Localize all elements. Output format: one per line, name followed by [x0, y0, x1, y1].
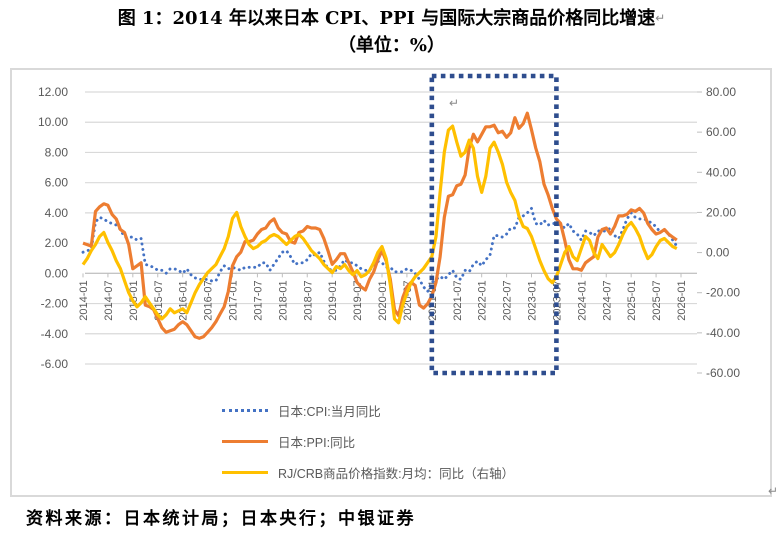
x-axis-tick-label: 2021-01	[427, 280, 439, 320]
left-axis-tick-label: 8.00	[45, 145, 69, 159]
x-axis-tick-label: 2022-07	[502, 280, 514, 320]
axis-labels: 12.00 10.00 8.00 6.00 4.00 2.00 0.00 -2.00 -4.00…	[38, 85, 740, 380]
line-break-mark-icon: ↵	[655, 11, 666, 25]
right-axis-tick-label: -40.00	[706, 326, 740, 340]
x-axis-tick-label: 2022-01	[477, 280, 489, 320]
x-axis-tick-label: 2017-07	[252, 280, 264, 320]
x-axis-tick-label: 2019-07	[352, 280, 364, 320]
x-axis-tick-label: 2014-01	[78, 280, 90, 320]
legend-item-ppi: 日本:PPI:同比	[222, 433, 514, 450]
chart-title-line2: （单位：%）	[337, 35, 446, 56]
x-axis-tick-label: 2017-01	[228, 280, 240, 320]
right-axis-tick-label: 20.00	[706, 205, 736, 219]
right-axis-tick-label: 40.00	[706, 165, 736, 179]
left-axis-tick-label: 10.00	[38, 115, 68, 129]
legend-label-ppi: 日本:PPI:同比	[278, 435, 356, 450]
x-axis-labels: 2014-01 2014-07 2015-01 2015-07 2016-01 2016-…	[78, 273, 688, 321]
chart-title-line1-text: 图 1：2014 年以来日本 CPI、PPI 与国际大宗商品价格同比增速	[117, 8, 656, 29]
x-axis-tick-label: 2016-01	[178, 280, 190, 320]
legend-item-cpi: 日本:CPI:当月同比	[222, 402, 514, 419]
x-axis-tick-label: 2024-01	[576, 280, 588, 320]
legend-swatch-crb-solid-line	[222, 470, 268, 474]
chart-title-line1: 图 1：2014 年以来日本 CPI、PPI 与国际大宗商品价格同比增速↵	[0, 5, 783, 32]
legend-label-crb: RJ/CRB商品价格指数:月均：同比（右轴）	[278, 466, 515, 481]
plot-canvas: 12.00 10.00 8.00 6.00 4.00 2.00 0.00 -2.00 -4.00…	[38, 73, 740, 380]
series-line-1	[82, 111, 678, 340]
left-axis-tick-label: -2.00	[41, 297, 69, 311]
x-axis-tick-label: 2021-07	[452, 280, 464, 320]
left-axis-tick-label: 12.00	[38, 85, 68, 99]
series-line-2	[81, 124, 678, 325]
x-axis-tick-label: 2026-01	[676, 280, 688, 320]
left-axis-tick-label: -6.00	[41, 357, 69, 371]
left-axis-tick-label: 2.00	[45, 236, 69, 250]
legend-item-crb: RJ/CRB商品价格指数:月均：同比（右轴）	[222, 464, 515, 481]
gridlines	[85, 91, 702, 374]
right-axis-tick-label: 0.00	[706, 246, 730, 260]
right-axis-tick-label: -60.00	[706, 366, 740, 380]
source-note: 资料来源：日本统计局；日本央行；中银证券	[26, 509, 416, 529]
right-axis-tick-label: 60.00	[706, 125, 736, 139]
x-axis-tick-label: 2023-01	[527, 280, 539, 320]
x-axis-tick-label: 2019-01	[327, 280, 339, 320]
legend-swatch-ppi-solid-line	[222, 439, 268, 443]
series-line-0	[81, 206, 679, 293]
highlight-box-2021-2023	[429, 73, 559, 376]
left-axis-tick-label: -4.00	[41, 327, 69, 341]
legend-label-cpi: 日本:CPI:当月同比	[278, 404, 381, 419]
chart-area: 12.00 10.00 8.00 6.00 4.00 2.00 0.00 -2.00 -4.00…	[10, 68, 772, 497]
right-axis-tick-label: -20.00	[706, 286, 740, 300]
left-axis-tick-label: 6.00	[45, 176, 69, 190]
x-axis-tick-label: 2016-07	[203, 280, 215, 320]
line-break-mark-icon: ↵	[449, 96, 460, 110]
paragraph-mark-icon: ↵	[768, 484, 779, 498]
x-axis-tick-label: 2023-07	[551, 280, 563, 320]
x-axis-tick-label: 2014-07	[103, 280, 115, 320]
x-axis-tick-label: 2018-01	[277, 280, 289, 320]
x-axis-tick-label: 2024-07	[601, 280, 613, 320]
right-axis-tick-label: 80.00	[706, 85, 736, 99]
legend-swatch-cpi-dotted-line	[222, 408, 268, 412]
chart-title: 图 1：2014 年以来日本 CPI、PPI 与国际大宗商品价格同比增速↵ （单…	[0, 5, 783, 59]
x-axis-tick-label: 2020-01	[377, 280, 389, 320]
x-axis-tick-label: 2018-07	[302, 280, 314, 320]
left-axis-tick-label: 0.00	[45, 266, 69, 280]
x-axis-tick-label: 2025-07	[651, 280, 663, 320]
x-axis-tick-label: 2025-01	[626, 280, 638, 320]
chart-legend: 日本:CPI:当月同比 日本:PPI:同比 RJ/CRB商品价格指数:月均：同比…	[222, 402, 514, 495]
left-axis-tick-label: 4.00	[45, 206, 69, 220]
